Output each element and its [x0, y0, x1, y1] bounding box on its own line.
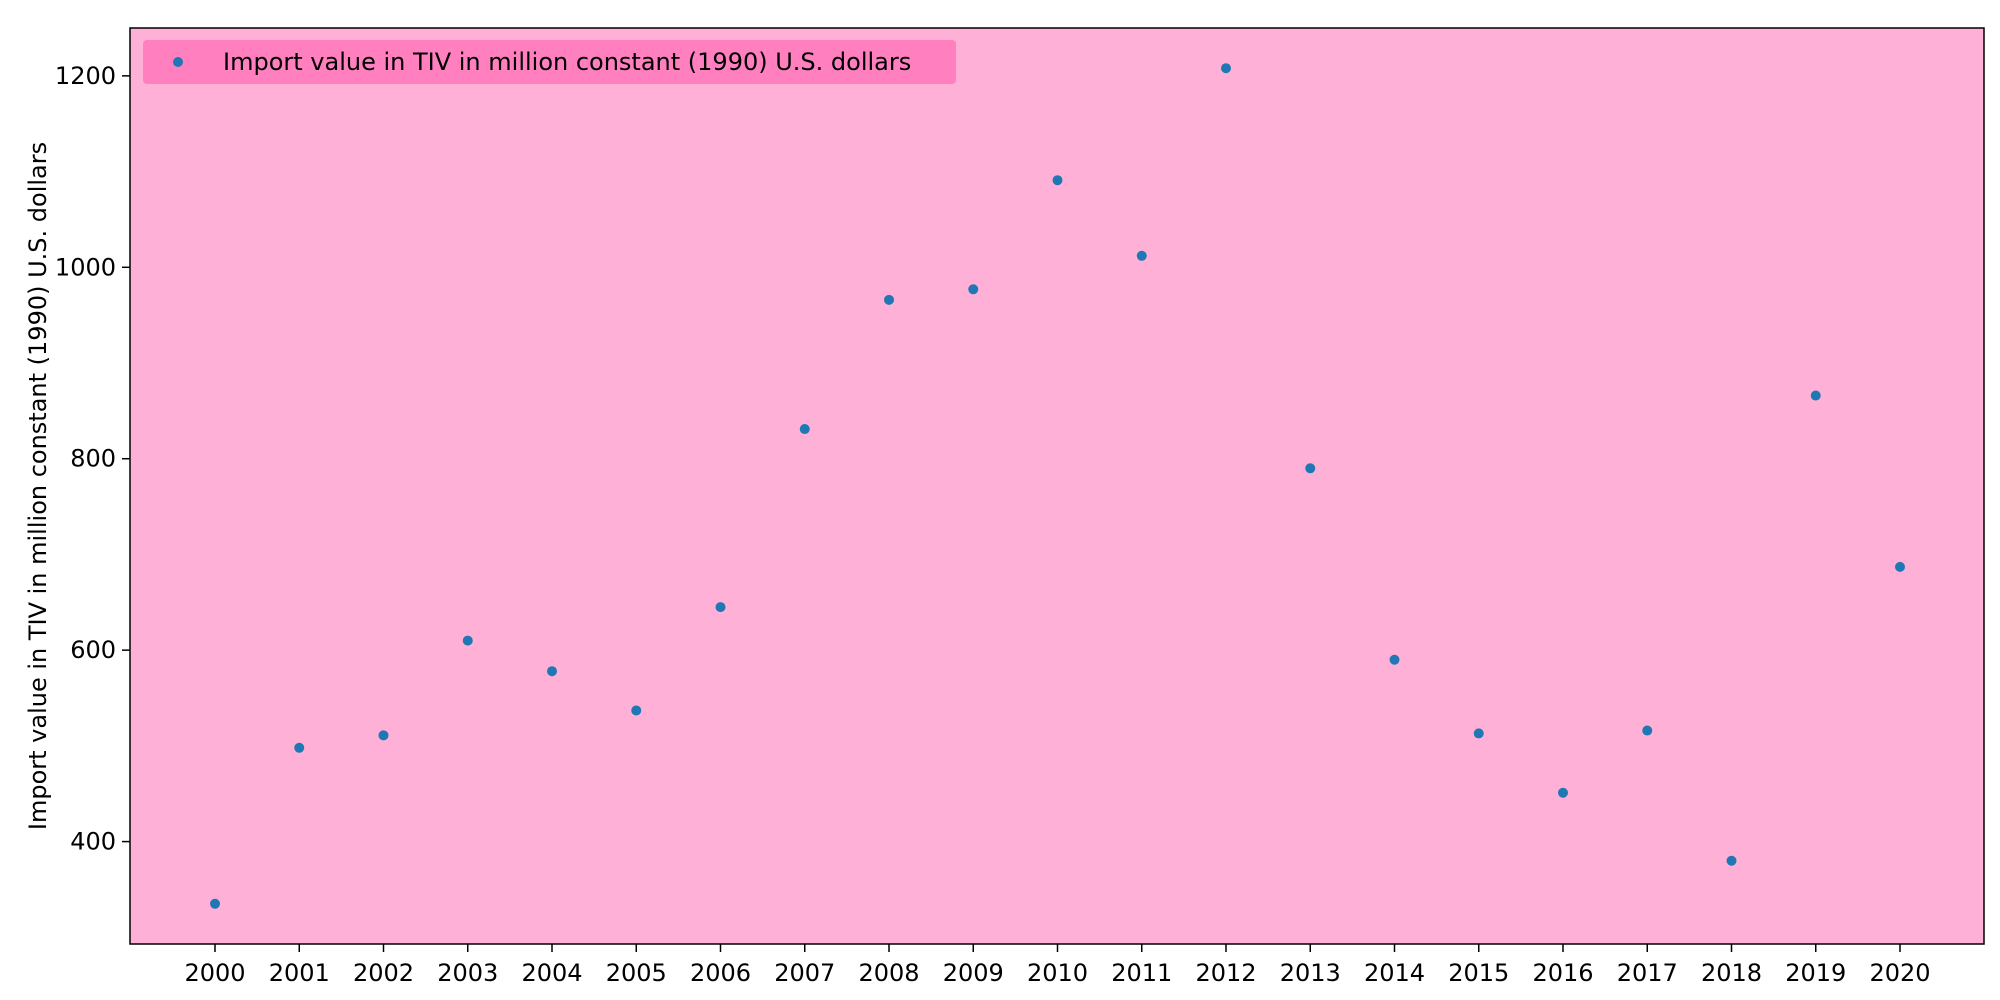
data-point — [1810, 390, 1821, 401]
data-point — [1389, 654, 1400, 665]
x-tick-label: 2011 — [1111, 959, 1172, 987]
x-tick-label: 2006 — [690, 959, 751, 987]
x-axis: 2000 2001 2002 2003 2004 2005 2006 2007 2008 2009… — [184, 944, 1931, 987]
plot-area — [129, 27, 1985, 945]
data-point — [1642, 725, 1653, 736]
data-point — [462, 635, 473, 646]
legend-marker — [173, 57, 183, 67]
y-tick-label: 600 — [70, 636, 116, 664]
x-tick-label: 2009 — [943, 959, 1004, 987]
y-axis: 400 600 800 1000 1200 — [55, 62, 130, 856]
y-tick-label: 1200 — [55, 62, 116, 90]
x-tick-label: 2018 — [1701, 959, 1762, 987]
x-tick-label: 2019 — [1785, 959, 1846, 987]
data-point — [547, 666, 557, 677]
legend-box — [143, 40, 956, 84]
data-point — [715, 602, 726, 613]
x-tick-label: 2013 — [1280, 959, 1341, 987]
x-tick-label: 2002 — [353, 959, 414, 987]
x-tick-label: 2000 — [184, 959, 245, 987]
x-tick-label: 2005 — [606, 959, 667, 987]
data-point — [1305, 463, 1316, 474]
data-points — [210, 63, 1905, 909]
data-point — [1895, 561, 1905, 572]
data-point — [1136, 250, 1147, 261]
y-axis-label: Import value in TIV in million constant … — [24, 142, 52, 830]
y-tick-label: 1000 — [55, 253, 116, 281]
data-point — [884, 294, 894, 305]
data-point — [799, 424, 810, 435]
data-point — [1052, 175, 1063, 186]
x-tick-label: 2015 — [1448, 959, 1509, 987]
data-point — [1473, 728, 1484, 739]
data-point — [1221, 63, 1231, 74]
data-point — [210, 898, 220, 909]
x-tick-label: 2003 — [437, 959, 498, 987]
data-point — [1558, 787, 1568, 798]
data-point — [378, 730, 389, 741]
x-tick-label: 2010 — [1027, 959, 1088, 987]
x-tick-label: 2007 — [774, 959, 835, 987]
y-tick-label: 400 — [70, 828, 116, 856]
x-tick-label: 2008 — [858, 959, 919, 987]
x-tick-label: 2012 — [1195, 959, 1256, 987]
y-tick-label: 800 — [70, 445, 116, 473]
legend-entry: Import value in TIV in million constant … — [223, 48, 911, 76]
data-point — [1726, 855, 1737, 866]
x-tick-label: 2020 — [1869, 959, 1930, 987]
x-tick-label: 2016 — [1532, 959, 1593, 987]
x-tick-label: 2004 — [521, 959, 582, 987]
x-tick-label: 2017 — [1617, 959, 1678, 987]
data-point — [968, 284, 979, 295]
data-point — [294, 742, 305, 753]
data-point — [631, 705, 642, 716]
legend: Import value in TIV in million constant … — [143, 40, 956, 84]
x-tick-label: 2014 — [1364, 959, 1425, 987]
x-tick-label: 2001 — [269, 959, 330, 987]
